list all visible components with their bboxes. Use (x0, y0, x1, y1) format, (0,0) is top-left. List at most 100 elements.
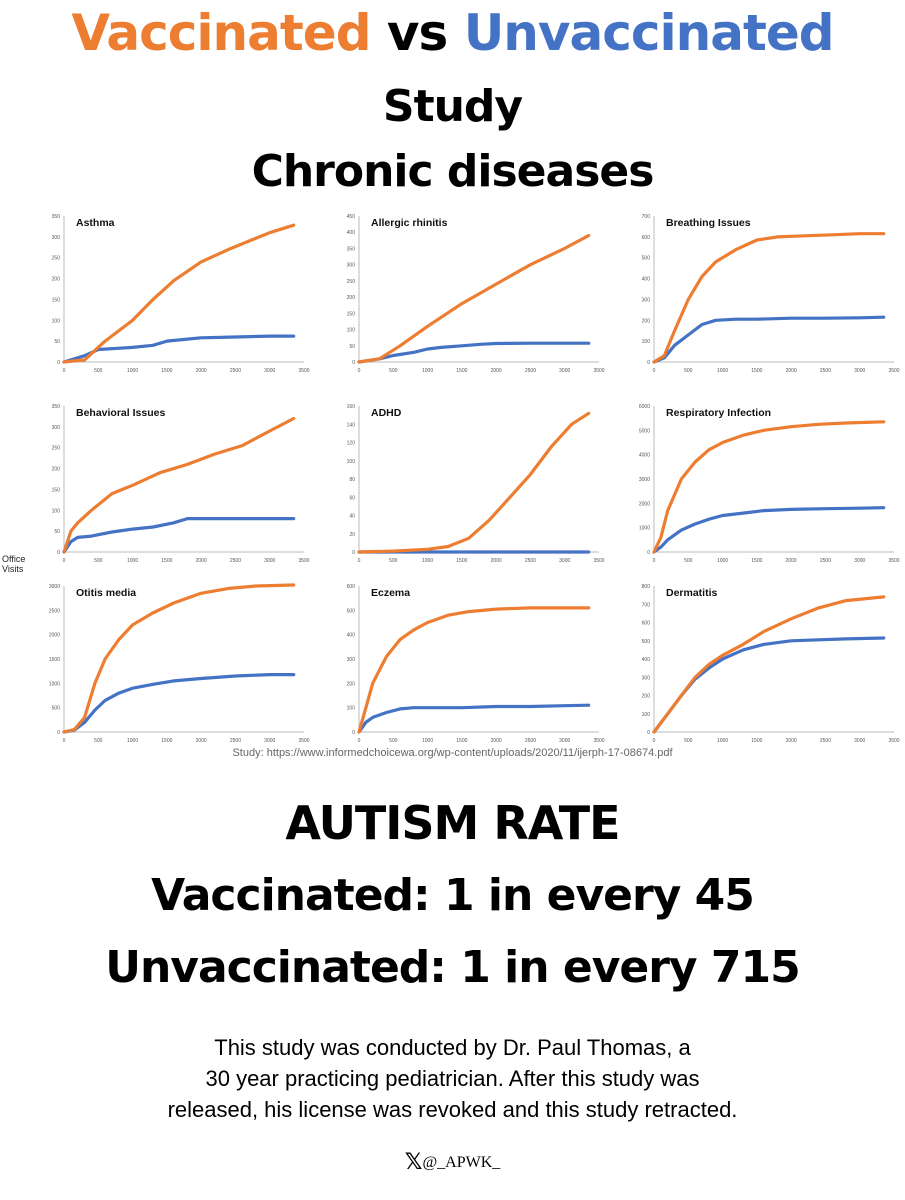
series-line-vaccinated (652, 232, 886, 364)
x-tick-label: 2500 (820, 558, 831, 564)
y-tick-label: 2500 (49, 608, 60, 614)
y-tick-label: 100 (347, 459, 356, 465)
title-line-3: Chronic diseases (251, 146, 655, 197)
y-tick-label: 400 (347, 230, 356, 236)
x-tick-label: 500 (94, 558, 103, 564)
x-tick-label: 2000 (491, 738, 502, 744)
y-tick-label: 600 (347, 584, 356, 590)
x-tick-label: 1500 (161, 558, 172, 564)
y-tick-label: 400 (642, 277, 651, 283)
series-line-vaccinated (652, 595, 886, 734)
x-tick-label: 1500 (456, 738, 467, 744)
y-tick-label: 5000 (639, 428, 650, 434)
x-tick-label: 2500 (525, 738, 536, 744)
series-line-vaccinated (62, 223, 296, 364)
x-tick-label: 0 (653, 738, 656, 744)
y-tick-label: 0 (57, 730, 60, 736)
x-logo-icon: 𝕏 (404, 1150, 423, 1175)
x-tick-label: 1500 (161, 738, 172, 744)
x-tick-label: 1000 (127, 558, 138, 564)
chart-adhd: 0 20 40 60 80 100 120 140 160 0 500 1000 1500 2000 250… (347, 404, 605, 564)
y-tick-label: 150 (52, 297, 61, 303)
series-line-unvaccinated (62, 517, 296, 554)
y-axis-label-line-2: Visits (2, 564, 24, 574)
y-tick-label: 300 (52, 235, 61, 241)
x-tick-label: 3500 (298, 368, 309, 374)
y-tick-label: 700 (642, 602, 651, 608)
y-tick-label: 20 (349, 532, 355, 538)
x-tick-label: 1000 (422, 368, 433, 374)
y-tick-label: 1000 (49, 681, 60, 687)
title-vs: vs (386, 4, 448, 62)
footer-handle[interactable]: 𝕏@_APWK_ (0, 1150, 905, 1175)
x-tick-label: 1000 (422, 738, 433, 744)
x-tick-label: 3000 (559, 558, 570, 564)
x-tick-label: 1500 (161, 368, 172, 374)
x-tick-label: 500 (389, 558, 398, 564)
x-tick-label: 0 (63, 558, 66, 564)
series-line-vaccinated (357, 411, 591, 554)
y-tick-label: 6000 (639, 404, 650, 410)
y-axis-label-line-1: Office (2, 554, 26, 564)
y-tick-label: 600 (642, 235, 651, 241)
x-tick-label: 3500 (593, 738, 604, 744)
y-tick-label: 200 (347, 681, 356, 687)
title-line-1: Vaccinated vs Unvaccinated (0, 2, 905, 64)
x-tick-label: 2500 (525, 368, 536, 374)
x-tick-label: 1000 (717, 368, 728, 374)
x-tick-label: 0 (358, 368, 361, 374)
y-tick-label: 100 (347, 328, 356, 334)
x-tick-label: 1000 (717, 738, 728, 744)
y-tick-label: 300 (347, 657, 356, 663)
x-tick-label: 1000 (127, 738, 138, 744)
y-tick-label: 50 (54, 339, 60, 345)
y-tick-label: 1500 (49, 657, 60, 663)
series-line-unvaccinated (62, 673, 296, 734)
y-tick-label: 0 (57, 360, 60, 366)
y-tick-label: 500 (642, 639, 651, 645)
y-tick-label: 0 (352, 550, 355, 556)
y-tick-label: 50 (349, 344, 355, 350)
y-tick-label: 3000 (49, 584, 60, 590)
title-unvaccinated: Unvaccinated (463, 4, 835, 62)
x-tick-label: 3000 (264, 558, 275, 564)
chart-dermatitis: 0 100 200 300 400 500 600 700 800 0 500 1000 1500 200… (642, 584, 900, 744)
x-tick-label: 500 (684, 368, 693, 374)
y-tick-label: 1000 (639, 526, 650, 532)
y-tick-label: 0 (57, 550, 60, 556)
y-tick-label: 0 (352, 730, 355, 736)
y-tick-label: 3000 (639, 477, 650, 483)
x-tick-label: 1500 (751, 558, 762, 564)
x-tick-label: 0 (653, 558, 656, 564)
y-tick-label: 350 (52, 214, 61, 220)
x-tick-label: 2000 (786, 738, 797, 744)
chart-allergic-rhinitis: 0 50 100 150 200 250 300 350 400 450 0 500 1000 1500 2… (347, 214, 605, 374)
x-tick-label: 3000 (854, 368, 865, 374)
y-axis-label: Office Visits (2, 554, 25, 574)
y-tick-label: 2000 (49, 633, 60, 639)
y-tick-label: 160 (347, 404, 356, 410)
handle-text: @_APWK_ (422, 1154, 501, 1171)
x-tick-label: 2500 (820, 738, 831, 744)
chart-title: Breathing Issues (666, 217, 751, 229)
y-tick-label: 150 (347, 311, 356, 317)
x-tick-label: 0 (63, 738, 66, 744)
y-tick-label: 120 (347, 441, 356, 447)
x-tick-label: 3000 (264, 368, 275, 374)
autism-vaccinated: Vaccinated: 1 in every 45 (151, 870, 755, 921)
y-tick-label: 100 (642, 712, 651, 718)
x-tick-label: 3500 (888, 368, 899, 374)
x-tick-label: 3500 (593, 368, 604, 374)
source-link[interactable]: Study: https://www.informedchoicewa.org/… (232, 747, 673, 759)
series-line-vaccinated (62, 583, 296, 734)
x-tick-label: 2000 (491, 368, 502, 374)
y-tick-label: 150 (52, 487, 61, 493)
y-tick-label: 350 (347, 246, 356, 252)
note-line-1: This study was conducted by Dr. Paul Tho… (214, 1035, 691, 1060)
chart-title: Allergic rhinitis (371, 217, 448, 229)
series-line-unvaccinated (652, 315, 886, 364)
chart-title: Behavioral Issues (76, 407, 165, 419)
series-line-unvaccinated (357, 341, 591, 364)
y-tick-label: 200 (347, 295, 356, 301)
y-tick-label: 300 (642, 297, 651, 303)
